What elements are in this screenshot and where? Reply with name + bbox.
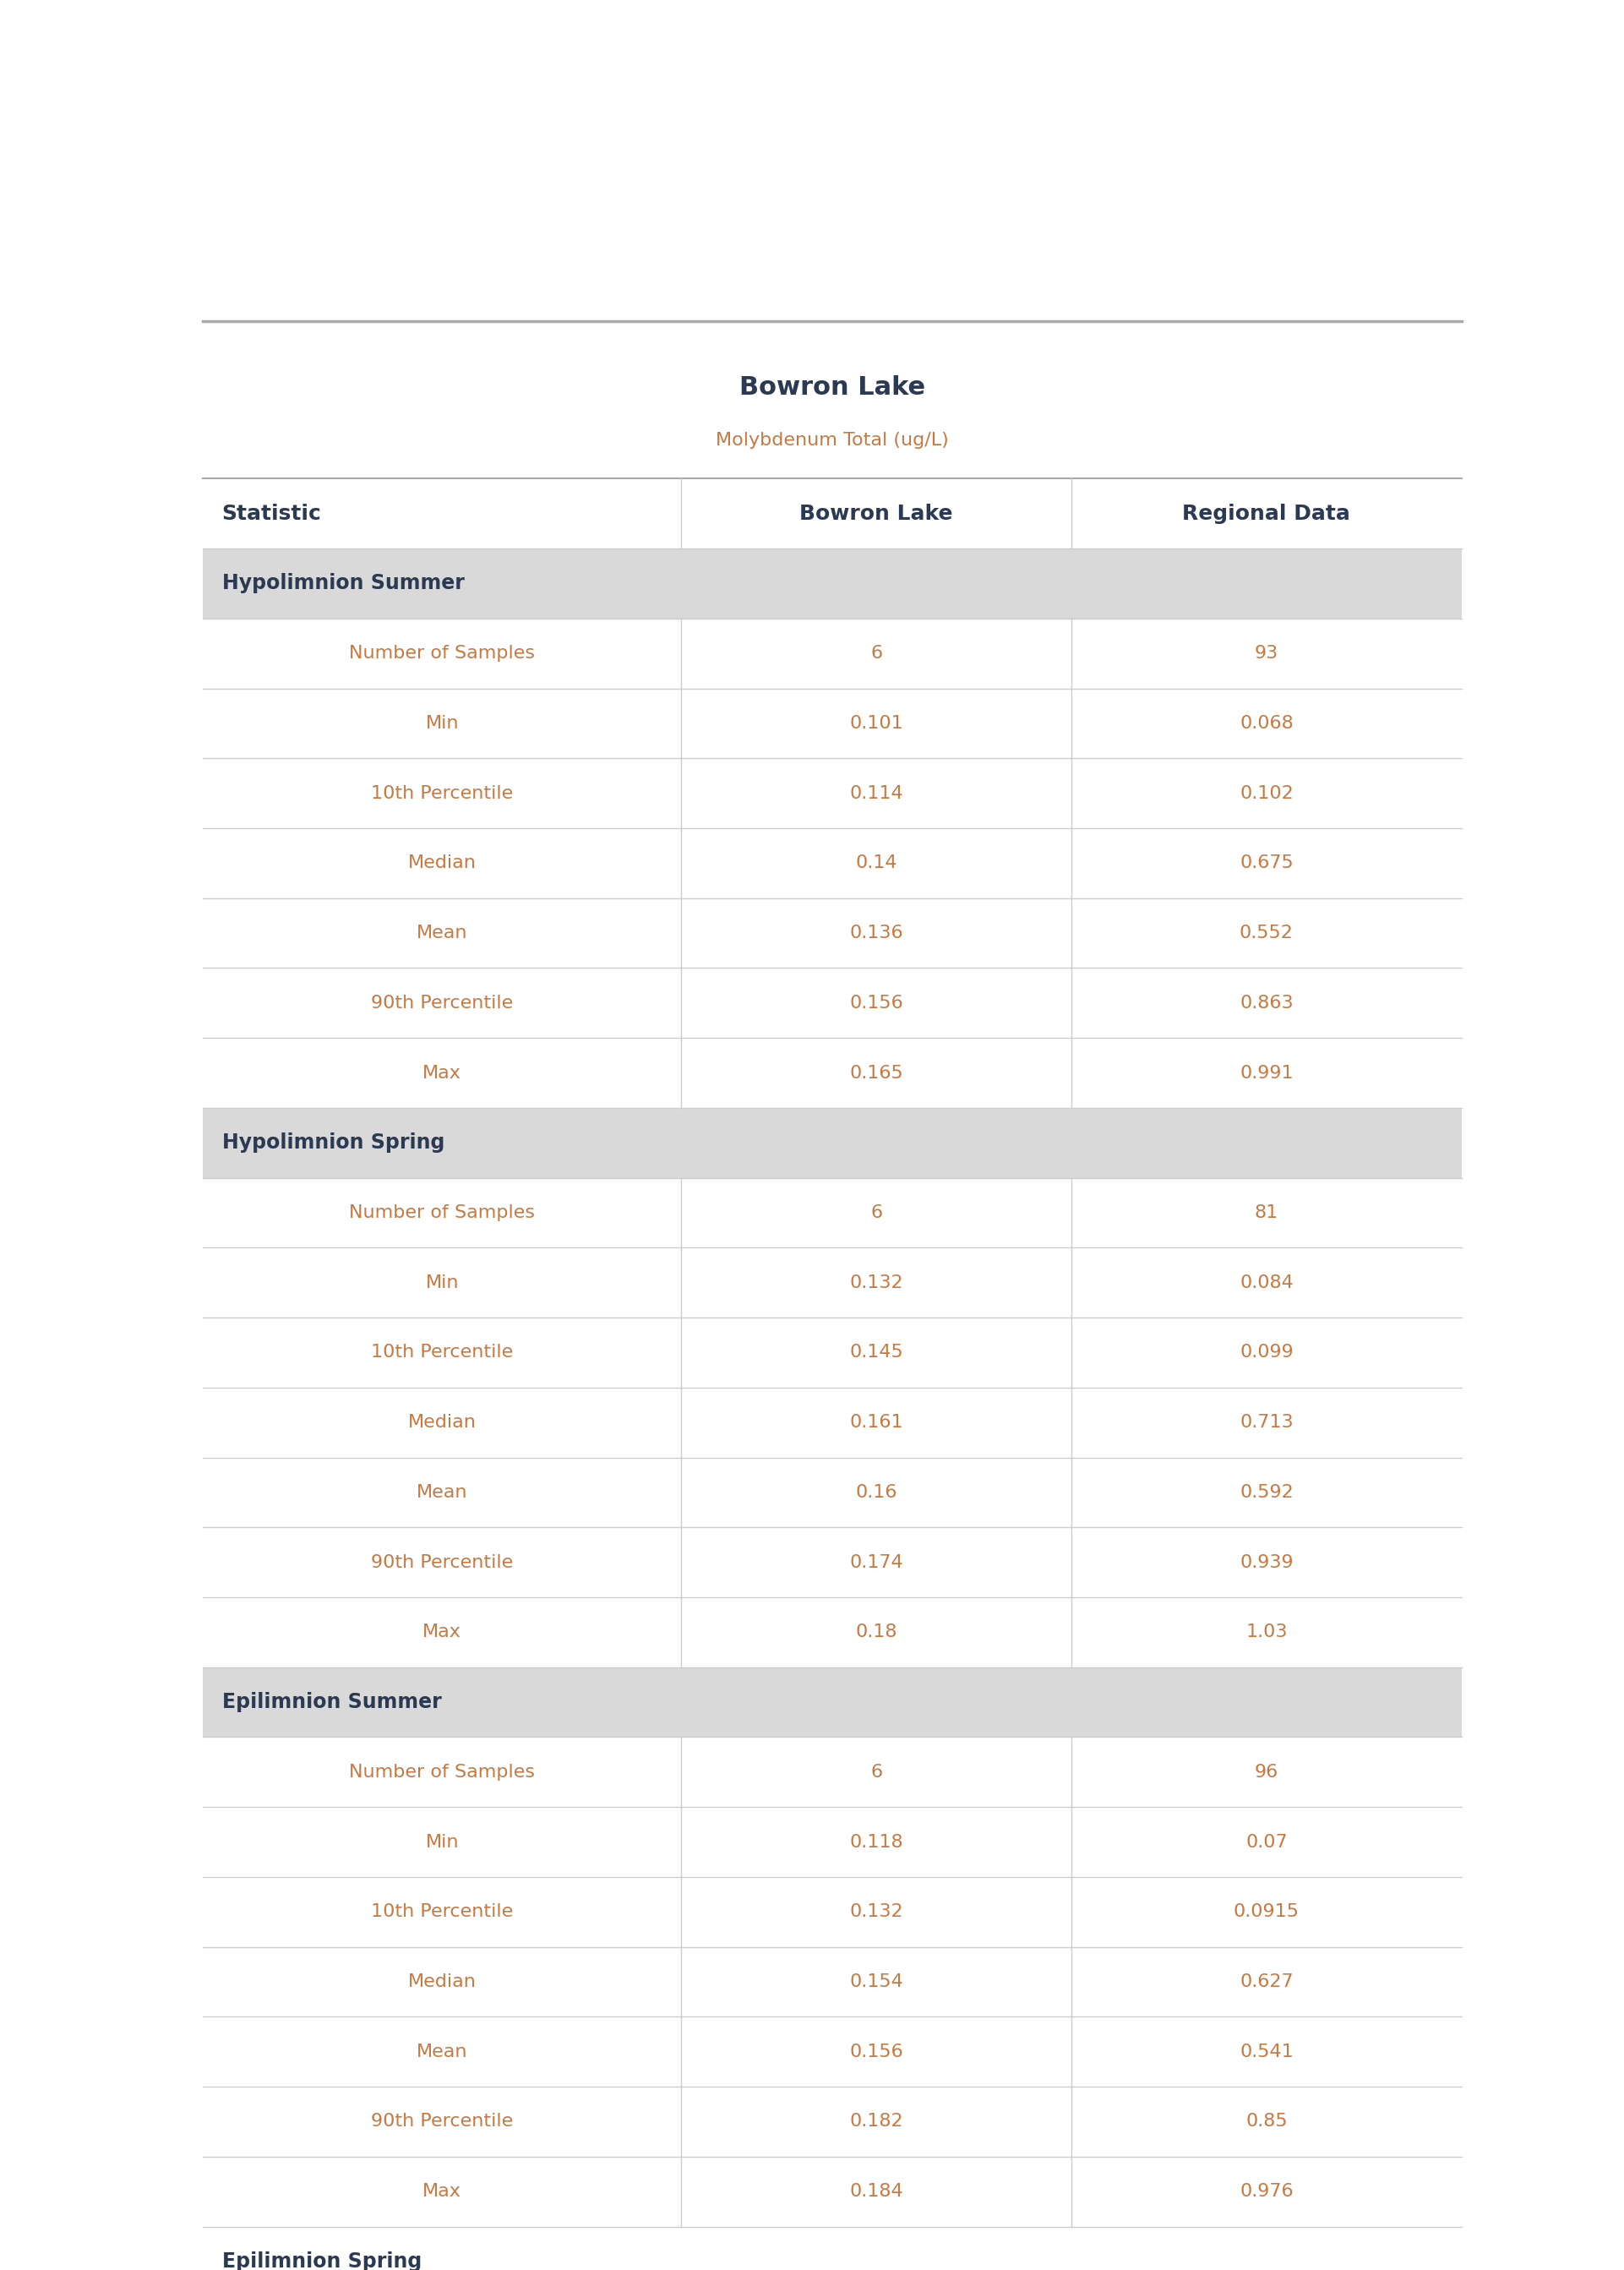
Bar — [203, 1387, 1462, 1457]
Text: 10th Percentile: 10th Percentile — [370, 1905, 513, 1920]
Bar — [203, 1807, 1462, 1877]
Text: 0.101: 0.101 — [849, 715, 903, 731]
Text: 96: 96 — [1255, 1764, 1278, 1780]
Text: 0.118: 0.118 — [849, 1834, 903, 1850]
Bar — [203, 1948, 1462, 2016]
Text: 0.182: 0.182 — [849, 2113, 903, 2129]
Bar — [203, 2016, 1462, 2086]
Bar — [203, 2227, 1462, 2270]
Text: Median: Median — [408, 1973, 476, 1991]
Text: Max: Max — [422, 1623, 461, 1641]
Text: 0.156: 0.156 — [849, 2043, 903, 2061]
Text: 0.102: 0.102 — [1239, 785, 1293, 801]
Text: Median: Median — [408, 1414, 476, 1430]
Text: 6: 6 — [870, 1205, 882, 1221]
Text: Hypolimnion Summer: Hypolimnion Summer — [222, 574, 464, 595]
Text: 0.976: 0.976 — [1239, 2184, 1293, 2200]
Text: 0.165: 0.165 — [849, 1065, 903, 1081]
Text: 0.939: 0.939 — [1239, 1555, 1293, 1571]
Bar — [203, 688, 1462, 758]
Text: 0.136: 0.136 — [849, 924, 903, 942]
Text: 10th Percentile: 10th Percentile — [370, 1344, 513, 1362]
Bar — [203, 1317, 1462, 1387]
Text: Bowron Lake: Bowron Lake — [739, 375, 926, 400]
Text: 90th Percentile: 90th Percentile — [370, 2113, 513, 2129]
Text: Hypolimnion Spring: Hypolimnion Spring — [222, 1133, 445, 1153]
Text: Max: Max — [422, 1065, 461, 1081]
Text: Number of Samples: Number of Samples — [349, 1205, 534, 1221]
Text: 0.184: 0.184 — [849, 2184, 903, 2200]
Bar — [203, 1666, 1462, 1737]
Bar — [203, 549, 1462, 617]
Text: Epilimnion Spring: Epilimnion Spring — [222, 2252, 422, 2270]
Text: 0.068: 0.068 — [1239, 715, 1293, 731]
Bar — [203, 2086, 1462, 2156]
Text: Number of Samples: Number of Samples — [349, 1764, 534, 1780]
Text: 0.991: 0.991 — [1239, 1065, 1293, 1081]
Text: 0.592: 0.592 — [1239, 1485, 1293, 1500]
Bar — [203, 1737, 1462, 1807]
Text: Max: Max — [422, 2184, 461, 2200]
Text: 0.145: 0.145 — [849, 1344, 903, 1362]
Text: Min: Min — [425, 1273, 460, 1292]
Bar — [203, 758, 1462, 829]
Text: 0.14: 0.14 — [856, 856, 898, 872]
Text: 0.132: 0.132 — [849, 1273, 903, 1292]
Bar — [203, 2156, 1462, 2227]
Text: 0.099: 0.099 — [1239, 1344, 1293, 1362]
Text: Number of Samples: Number of Samples — [349, 645, 534, 663]
Text: 0.0915: 0.0915 — [1234, 1905, 1299, 1920]
Text: 0.627: 0.627 — [1239, 1973, 1293, 1991]
Bar — [203, 1598, 1462, 1666]
Bar — [203, 829, 1462, 899]
Text: Mean: Mean — [417, 1485, 468, 1500]
Bar — [203, 1037, 1462, 1108]
Text: 6: 6 — [870, 645, 882, 663]
Bar — [203, 1108, 1462, 1178]
Bar — [203, 617, 1462, 688]
Text: Bowron Lake: Bowron Lake — [799, 504, 953, 524]
Bar — [203, 1528, 1462, 1598]
Text: 0.084: 0.084 — [1239, 1273, 1293, 1292]
Text: 0.541: 0.541 — [1239, 2043, 1293, 2061]
Text: Mean: Mean — [417, 924, 468, 942]
Text: 90th Percentile: 90th Percentile — [370, 994, 513, 1012]
Text: 6: 6 — [870, 1764, 882, 1780]
Text: 0.174: 0.174 — [849, 1555, 903, 1571]
Text: 0.154: 0.154 — [849, 1973, 903, 1991]
Text: 81: 81 — [1255, 1205, 1278, 1221]
Text: 0.114: 0.114 — [849, 785, 903, 801]
Bar — [203, 1457, 1462, 1528]
Bar — [203, 967, 1462, 1037]
Text: 0.85: 0.85 — [1246, 2113, 1288, 2129]
Text: 0.863: 0.863 — [1239, 994, 1293, 1012]
Text: 90th Percentile: 90th Percentile — [370, 1555, 513, 1571]
Text: 0.156: 0.156 — [849, 994, 903, 1012]
Text: 0.552: 0.552 — [1239, 924, 1293, 942]
Bar — [203, 479, 1462, 549]
Text: 10th Percentile: 10th Percentile — [370, 785, 513, 801]
Bar — [203, 1249, 1462, 1317]
Text: Regional Data: Regional Data — [1182, 504, 1351, 524]
Text: 0.07: 0.07 — [1246, 1834, 1288, 1850]
Bar — [203, 1178, 1462, 1249]
Text: Min: Min — [425, 1834, 460, 1850]
Text: Median: Median — [408, 856, 476, 872]
Text: 0.132: 0.132 — [849, 1905, 903, 1920]
Text: 93: 93 — [1255, 645, 1278, 663]
Text: Min: Min — [425, 715, 460, 731]
Text: 0.161: 0.161 — [849, 1414, 903, 1430]
Text: 0.16: 0.16 — [856, 1485, 898, 1500]
Text: 0.18: 0.18 — [856, 1623, 898, 1641]
Bar — [203, 899, 1462, 967]
Text: Mean: Mean — [417, 2043, 468, 2061]
Bar — [203, 1877, 1462, 1948]
Text: Statistic: Statistic — [222, 504, 322, 524]
Text: 0.675: 0.675 — [1239, 856, 1293, 872]
Text: Molybdenum Total (ug/L): Molybdenum Total (ug/L) — [716, 431, 948, 449]
Text: 1.03: 1.03 — [1246, 1623, 1288, 1641]
Text: 0.713: 0.713 — [1239, 1414, 1293, 1430]
Text: Epilimnion Summer: Epilimnion Summer — [222, 1691, 442, 1712]
